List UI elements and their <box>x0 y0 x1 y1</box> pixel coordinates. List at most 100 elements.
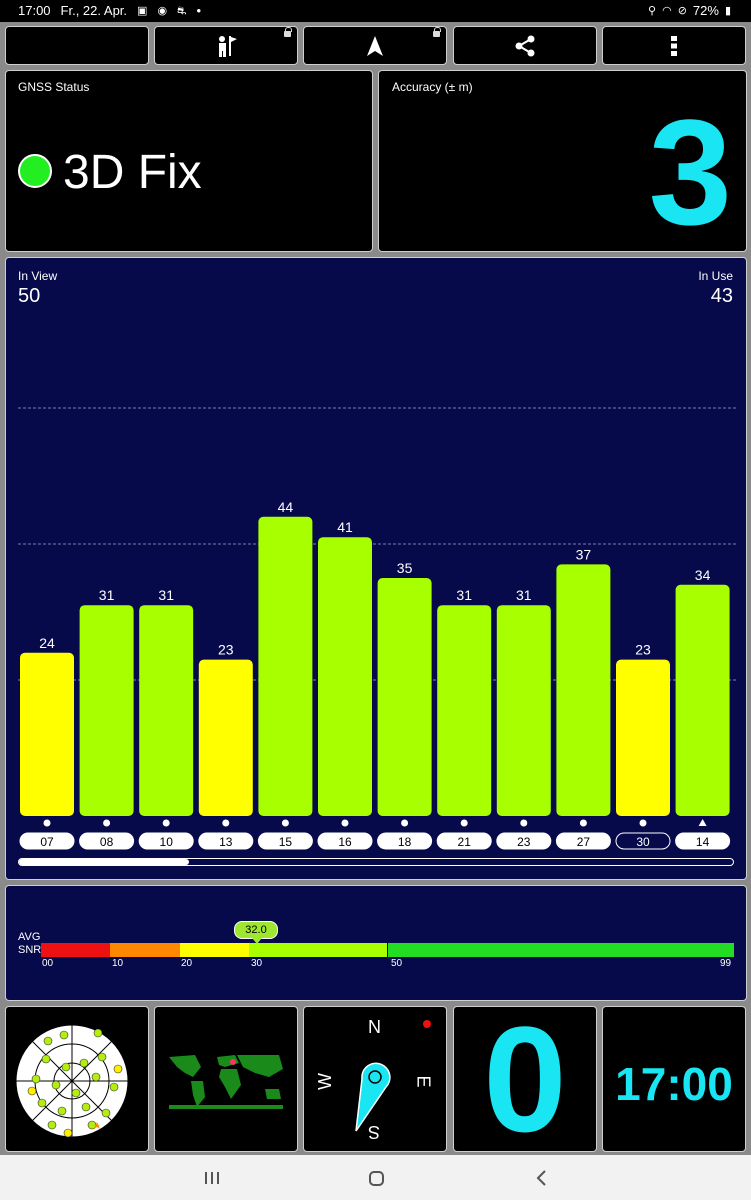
chart-scroll-thumb[interactable] <box>19 859 189 865</box>
used-in-fix-marker <box>460 819 468 827</box>
night-mode-button[interactable] <box>5 26 149 65</box>
prn-badge <box>377 832 433 850</box>
used-in-fix-marker <box>579 819 587 827</box>
gnss-status-panel[interactable]: GNSS Status 3D Fix <box>5 70 373 252</box>
prn-badge <box>317 832 373 850</box>
snr-scale-bar <box>41 943 734 957</box>
prn-badge <box>19 832 75 850</box>
world-map-panel[interactable] <box>154 1006 298 1152</box>
snr-bar-label: 37 <box>576 546 592 562</box>
recent-apps-icon[interactable] <box>205 1172 219 1184</box>
road-icon: ⛐ <box>177 4 187 17</box>
wifi-icon: ◠ <box>662 4 672 17</box>
more-vert-icon <box>671 35 677 56</box>
status-bar: 17:00 Fr., 22. Apr. ▣ ◉ ⛐ • ⚲ ◠ ⊘ 72% ▮ <box>0 0 751 22</box>
fix-indicator-icon <box>18 154 52 188</box>
share-button[interactable] <box>453 26 597 65</box>
snr-tick: 30 <box>251 958 263 969</box>
prn-label: 15 <box>279 835 293 849</box>
in-view-count: 50 <box>18 285 41 307</box>
world-map <box>165 1053 287 1109</box>
snr-bar-label: 34 <box>695 567 711 583</box>
snr-label: SNR <box>18 944 42 956</box>
prn-label: 14 <box>696 835 710 849</box>
used-in-fix-marker <box>222 819 230 827</box>
prn-label: 23 <box>517 835 531 849</box>
status-date: Fr., 22. Apr. <box>60 3 128 18</box>
snr-bar-label: 24 <box>39 635 55 651</box>
prn-badge <box>436 832 492 850</box>
accuracy-panel[interactable]: Accuracy (± m) 3 <box>378 70 747 256</box>
more-notifications-dot: • <box>196 3 202 18</box>
snr-bar <box>20 652 74 816</box>
dnd-icon: ⊘ <box>677 4 687 17</box>
prn-label: 18 <box>398 835 412 849</box>
accuracy-label: Accuracy (± m) <box>392 80 473 94</box>
lock-icon <box>284 27 292 37</box>
snr-bar-label: 31 <box>456 587 472 603</box>
snr-bar-label: 41 <box>337 519 353 535</box>
prn-label: 07 <box>40 835 54 849</box>
speed-panel[interactable]: 0 <box>453 1006 597 1152</box>
clock-panel[interactable]: 17:00 <box>602 1006 746 1152</box>
more-options-button[interactable] <box>602 26 746 65</box>
snr-bar-label: 35 <box>397 560 413 576</box>
used-in-fix-marker <box>103 819 111 827</box>
used-in-fix-marker <box>639 819 647 827</box>
app-notification-icon: ◉ <box>157 4 168 17</box>
used-in-fix-marker <box>162 819 170 827</box>
avg-snr-marker: 32.0 <box>234 921 278 944</box>
satellite-chart-panel[interactable]: In View 50 In Use 43 24 07 31 08 31 10 23 13 44 1… <box>5 257 747 880</box>
snr-bar-label: 31 <box>99 587 115 603</box>
in-view-label: In View <box>18 269 58 283</box>
sky-view-panel[interactable] <box>5 1006 149 1152</box>
used-in-fix-marker <box>43 819 51 827</box>
battery-icon: ▮ <box>724 4 731 17</box>
snr-bar <box>496 605 551 816</box>
fix-status: 3D Fix <box>63 146 202 199</box>
snr-bar <box>675 584 730 816</box>
navigation-arrow-icon <box>367 35 383 56</box>
location-icon: ⚲ <box>648 4 657 17</box>
snr-bar <box>258 516 313 816</box>
snr-tick: 99 <box>720 958 732 969</box>
chart-scrollbar[interactable] <box>18 858 734 866</box>
snr-bar-label: 23 <box>635 642 651 658</box>
snr-scale-segment <box>41 943 111 957</box>
prn-badge <box>79 832 135 850</box>
prn-label: 13 <box>219 835 233 849</box>
compass-panel[interactable]: N E S W <box>303 1006 447 1152</box>
status-time: 17:00 <box>18 3 51 18</box>
snr-tick: 10 <box>112 958 124 969</box>
gps-app: GNSS Status 3D Fix Accuracy (± m) 3 In V… <box>0 22 751 1155</box>
back-icon[interactable] <box>536 1170 546 1186</box>
home-icon[interactable] <box>369 1171 384 1186</box>
gallery-icon: ▣ <box>137 4 148 17</box>
prn-label: 27 <box>577 835 591 849</box>
compass-north: N <box>368 1017 381 1037</box>
in-use-count: 43 <box>710 285 733 307</box>
battery-level: 72% <box>692 3 719 18</box>
snr-tick: 50 <box>391 958 403 969</box>
avg-label: AVG <box>18 931 41 943</box>
prn-badge <box>555 832 611 850</box>
in-use-label: In Use <box>698 269 733 283</box>
navigation-button[interactable] <box>303 26 447 65</box>
system-navigation-bar <box>0 1155 751 1200</box>
compass-needle-icon <box>355 1062 391 1132</box>
moon-icon <box>71 36 80 55</box>
snr-bar <box>79 605 134 816</box>
snr-average-panel[interactable]: AVG SNR 32.0 00 10 20 30 50 99 <box>5 885 747 1001</box>
prn-badge <box>615 832 671 850</box>
tracking-button[interactable] <box>154 26 298 65</box>
snr-bar-chart: 24 07 31 08 31 10 23 13 44 15 41 16 35 18 31 21 31 23 37 27… <box>18 407 736 850</box>
snr-tick: 20 <box>181 958 193 969</box>
prn-badge <box>198 832 254 850</box>
sky-plot <box>15 1024 129 1138</box>
used-in-fix-marker <box>520 819 528 827</box>
snr-scale-segment <box>110 943 180 957</box>
snr-bar <box>556 564 611 816</box>
snr-bar <box>616 659 670 816</box>
prn-badge <box>257 832 313 850</box>
clock-time: 17:00 <box>615 1058 733 1110</box>
